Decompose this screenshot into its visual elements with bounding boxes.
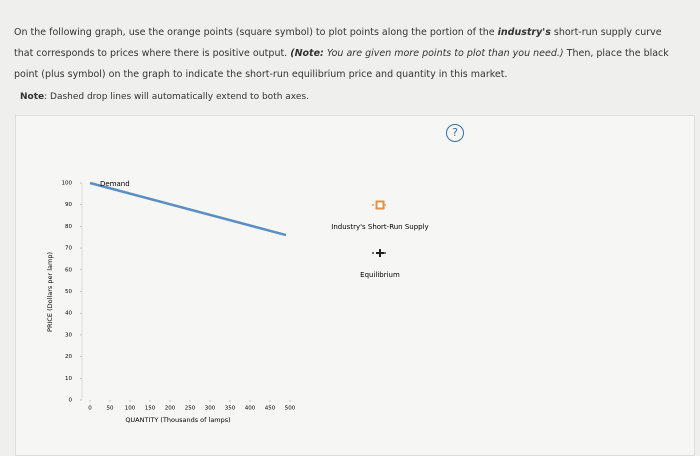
x-tick-label: 350 xyxy=(225,406,236,412)
supply-point-tool[interactable] xyxy=(375,200,385,210)
x-tick-label: 100 xyxy=(125,406,136,412)
y-tick-label: 0 xyxy=(69,398,73,404)
text: Then, place the black point (plus symbol… xyxy=(14,48,669,80)
y-tick-label: 60 xyxy=(65,267,72,273)
text: short-run supply curve that corresponds … xyxy=(14,27,662,59)
x-tick-label: 400 xyxy=(245,406,256,412)
equilibrium-point-tool[interactable] xyxy=(376,249,384,257)
text: On the following graph, use the orange p… xyxy=(14,27,498,38)
x-axis-label: QUANTITY (Thousands of lamps) xyxy=(125,416,230,424)
graph-panel xyxy=(15,115,695,456)
x-tick-label: 0 xyxy=(88,406,92,412)
x-tick-label: 250 xyxy=(185,406,196,412)
y-tick-label: 20 xyxy=(65,354,72,360)
x-tick-label: 300 xyxy=(205,406,216,412)
legend-label: Industry's Short-Run Supply xyxy=(331,223,428,231)
y-tick-label: 80 xyxy=(65,224,72,230)
text: You are given more points to plot than y… xyxy=(323,48,564,59)
note-label: Note xyxy=(20,92,45,102)
legend-label: Equilibrium xyxy=(360,271,400,279)
y-tick-label: 40 xyxy=(65,311,72,317)
x-tick-label: 500 xyxy=(285,406,296,412)
help-button[interactable]: ? xyxy=(446,124,464,142)
x-tick-label: 200 xyxy=(165,406,176,412)
note: Note: Dashed drop lines will automatical… xyxy=(20,92,309,102)
demand-line xyxy=(89,181,287,237)
y-tick-label: 10 xyxy=(65,376,72,382)
y-tick-label: 30 xyxy=(65,332,72,338)
x-tick-label: 50 xyxy=(107,406,114,412)
line-label: Demand xyxy=(100,180,130,188)
y-tick-label: 90 xyxy=(65,202,72,208)
y-tick-label: 70 xyxy=(65,246,72,252)
note-text: : Dashed drop lines will automatically e… xyxy=(44,92,309,102)
x-tick-label: 150 xyxy=(145,406,156,412)
text: (Note: xyxy=(290,48,324,59)
y-axis-label: PRICE (Dollars per lamp) xyxy=(46,252,54,332)
y-tick-label: 50 xyxy=(65,289,72,295)
text: industry's xyxy=(497,27,551,38)
question: On the following graph, use the orange p… xyxy=(14,22,674,85)
x-tick-label: 450 xyxy=(265,406,276,412)
y-tick-label: 100 xyxy=(62,181,73,187)
